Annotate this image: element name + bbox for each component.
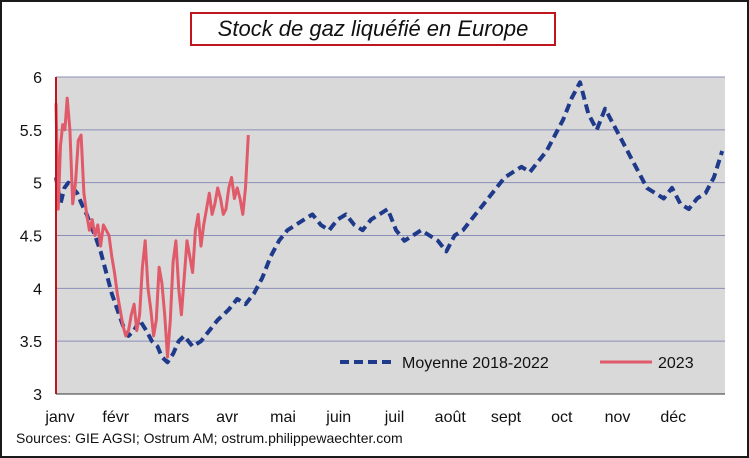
x-tick-label: févr (102, 409, 129, 426)
legend-label: 2023 (658, 355, 694, 372)
x-tick-label: mai (270, 409, 296, 426)
y-tick-label: 5.5 (20, 123, 42, 140)
y-tick-label: 3 (33, 387, 42, 404)
legend-label: Moyenne 2018-2022 (402, 355, 549, 372)
x-tick-label: mars (154, 409, 190, 426)
x-tick-label: août (435, 409, 467, 426)
y-tick-label: 6 (33, 70, 42, 87)
x-tick-label: juil (384, 409, 405, 426)
y-tick-label: 3.5 (20, 334, 42, 351)
y-tick-label: 5 (33, 176, 42, 193)
x-tick-label: déc (660, 409, 686, 426)
x-tick-label: nov (605, 409, 631, 426)
x-tick-label: janv (44, 409, 74, 426)
x-tick-label: sept (491, 409, 522, 426)
x-tick-label: juin (325, 409, 351, 426)
y-tick-label: 4.5 (20, 229, 42, 246)
series-line-2023 (54, 96, 250, 359)
y-tick-label: 4 (33, 281, 42, 298)
x-tick-label: oct (551, 409, 573, 426)
x-tick-label: avr (216, 409, 239, 426)
source-note: Sources: GIE AGSI; Ostrum AM; ostrum.phi… (16, 430, 403, 446)
series-line-moyenne (54, 80, 725, 365)
chart-title: Stock de gaz liquéfié en Europe (190, 12, 556, 46)
